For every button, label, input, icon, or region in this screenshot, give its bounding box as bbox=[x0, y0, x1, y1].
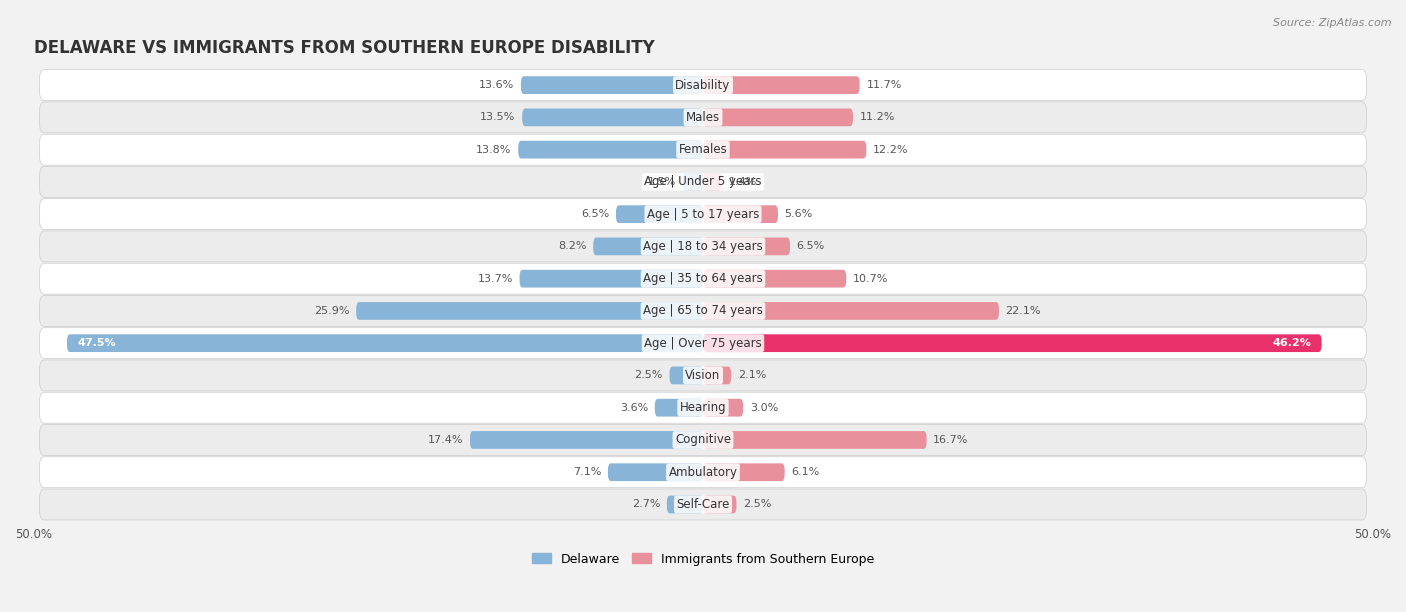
Text: 16.7%: 16.7% bbox=[934, 435, 969, 445]
FancyBboxPatch shape bbox=[703, 141, 866, 159]
FancyBboxPatch shape bbox=[607, 463, 703, 481]
Text: 13.5%: 13.5% bbox=[481, 113, 516, 122]
Text: Age | Under 5 years: Age | Under 5 years bbox=[644, 176, 762, 188]
Text: 3.6%: 3.6% bbox=[620, 403, 648, 412]
FancyBboxPatch shape bbox=[703, 237, 790, 255]
FancyBboxPatch shape bbox=[39, 166, 1367, 198]
FancyBboxPatch shape bbox=[703, 108, 853, 126]
FancyBboxPatch shape bbox=[39, 489, 1367, 520]
FancyBboxPatch shape bbox=[39, 70, 1367, 100]
Text: 17.4%: 17.4% bbox=[427, 435, 464, 445]
FancyBboxPatch shape bbox=[519, 141, 703, 159]
Text: 6.5%: 6.5% bbox=[797, 241, 825, 252]
FancyBboxPatch shape bbox=[522, 108, 703, 126]
Text: 10.7%: 10.7% bbox=[853, 274, 889, 284]
FancyBboxPatch shape bbox=[593, 237, 703, 255]
Text: 6.1%: 6.1% bbox=[792, 467, 820, 477]
FancyBboxPatch shape bbox=[703, 431, 927, 449]
FancyBboxPatch shape bbox=[703, 334, 1322, 352]
Text: Age | 18 to 34 years: Age | 18 to 34 years bbox=[643, 240, 763, 253]
Text: Age | Over 75 years: Age | Over 75 years bbox=[644, 337, 762, 349]
Text: 13.7%: 13.7% bbox=[478, 274, 513, 284]
Text: Disability: Disability bbox=[675, 78, 731, 92]
Text: 2.7%: 2.7% bbox=[631, 499, 661, 509]
Text: Age | 65 to 74 years: Age | 65 to 74 years bbox=[643, 304, 763, 318]
Text: 5.6%: 5.6% bbox=[785, 209, 813, 219]
FancyBboxPatch shape bbox=[356, 302, 703, 320]
Text: 11.7%: 11.7% bbox=[866, 80, 901, 90]
Legend: Delaware, Immigrants from Southern Europe: Delaware, Immigrants from Southern Europ… bbox=[527, 548, 879, 570]
FancyBboxPatch shape bbox=[39, 134, 1367, 165]
FancyBboxPatch shape bbox=[703, 205, 778, 223]
Text: Age | 5 to 17 years: Age | 5 to 17 years bbox=[647, 207, 759, 221]
FancyBboxPatch shape bbox=[703, 76, 859, 94]
FancyBboxPatch shape bbox=[616, 205, 703, 223]
FancyBboxPatch shape bbox=[39, 263, 1367, 294]
Text: 6.5%: 6.5% bbox=[581, 209, 609, 219]
Text: 12.2%: 12.2% bbox=[873, 144, 908, 155]
Text: Vision: Vision bbox=[685, 369, 721, 382]
Text: 11.2%: 11.2% bbox=[859, 113, 896, 122]
FancyBboxPatch shape bbox=[67, 334, 703, 352]
Text: 1.4%: 1.4% bbox=[728, 177, 756, 187]
Text: 2.5%: 2.5% bbox=[634, 370, 662, 381]
Text: 22.1%: 22.1% bbox=[1005, 306, 1040, 316]
Text: Males: Males bbox=[686, 111, 720, 124]
FancyBboxPatch shape bbox=[39, 457, 1367, 488]
Text: DELAWARE VS IMMIGRANTS FROM SOUTHERN EUROPE DISABILITY: DELAWARE VS IMMIGRANTS FROM SOUTHERN EUR… bbox=[34, 40, 654, 58]
FancyBboxPatch shape bbox=[703, 399, 744, 417]
Text: 47.5%: 47.5% bbox=[77, 338, 117, 348]
Text: 3.0%: 3.0% bbox=[749, 403, 778, 412]
Text: Ambulatory: Ambulatory bbox=[668, 466, 738, 479]
Text: 2.1%: 2.1% bbox=[738, 370, 766, 381]
Text: Cognitive: Cognitive bbox=[675, 433, 731, 447]
Text: 1.5%: 1.5% bbox=[648, 177, 676, 187]
FancyBboxPatch shape bbox=[703, 463, 785, 481]
FancyBboxPatch shape bbox=[39, 425, 1367, 455]
Text: 2.5%: 2.5% bbox=[744, 499, 772, 509]
FancyBboxPatch shape bbox=[666, 496, 703, 513]
Text: 13.8%: 13.8% bbox=[477, 144, 512, 155]
Text: Self-Care: Self-Care bbox=[676, 498, 730, 511]
FancyBboxPatch shape bbox=[703, 496, 737, 513]
FancyBboxPatch shape bbox=[655, 399, 703, 417]
FancyBboxPatch shape bbox=[39, 392, 1367, 423]
FancyBboxPatch shape bbox=[520, 270, 703, 288]
FancyBboxPatch shape bbox=[703, 367, 731, 384]
Text: Age | 35 to 64 years: Age | 35 to 64 years bbox=[643, 272, 763, 285]
Text: Source: ZipAtlas.com: Source: ZipAtlas.com bbox=[1274, 18, 1392, 28]
FancyBboxPatch shape bbox=[39, 296, 1367, 326]
FancyBboxPatch shape bbox=[703, 173, 721, 191]
FancyBboxPatch shape bbox=[470, 431, 703, 449]
Text: 8.2%: 8.2% bbox=[558, 241, 586, 252]
Text: 7.1%: 7.1% bbox=[572, 467, 602, 477]
FancyBboxPatch shape bbox=[703, 302, 998, 320]
FancyBboxPatch shape bbox=[703, 270, 846, 288]
FancyBboxPatch shape bbox=[39, 327, 1367, 359]
FancyBboxPatch shape bbox=[669, 367, 703, 384]
FancyBboxPatch shape bbox=[39, 360, 1367, 391]
Text: Hearing: Hearing bbox=[679, 401, 727, 414]
Text: Females: Females bbox=[679, 143, 727, 156]
FancyBboxPatch shape bbox=[39, 102, 1367, 133]
FancyBboxPatch shape bbox=[683, 173, 703, 191]
FancyBboxPatch shape bbox=[39, 231, 1367, 262]
Text: 13.6%: 13.6% bbox=[479, 80, 515, 90]
Text: 25.9%: 25.9% bbox=[314, 306, 350, 316]
FancyBboxPatch shape bbox=[520, 76, 703, 94]
FancyBboxPatch shape bbox=[39, 199, 1367, 230]
Text: 46.2%: 46.2% bbox=[1272, 338, 1310, 348]
